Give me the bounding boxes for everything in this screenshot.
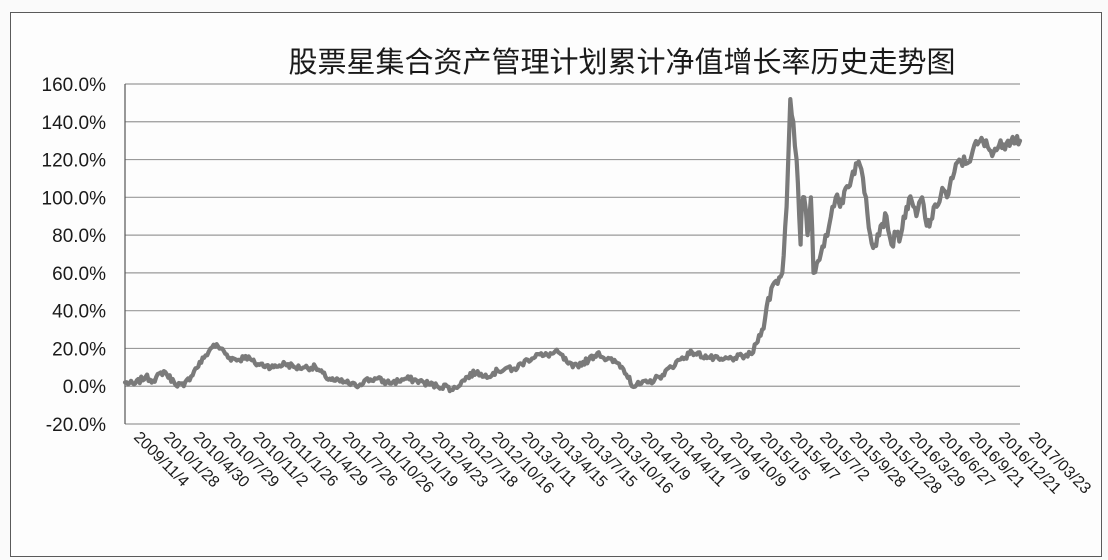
y-tick-label: 20.0%: [52, 339, 106, 360]
y-tick-label: 140.0%: [42, 113, 107, 134]
y-tick-layer: -20.0% 0.0% 20.0% 40.0% 60.0% 80.0% 100.0% 120.…: [42, 75, 107, 436]
chart-title: 股票星集合资产管理计划累计净值增长率历史走势图: [288, 45, 955, 79]
y-tick-label: 120.0%: [42, 151, 107, 172]
y-tick-label: 160.0%: [42, 75, 107, 96]
x-tick-layer: 2009/11/42010/1/282010/4/302010/7/292010…: [130, 429, 1094, 498]
grid-layer: [124, 83, 1020, 425]
y-tick-label: 100.0%: [42, 188, 107, 209]
series-line: [122, 97, 1023, 394]
y-tick-label: 60.0%: [52, 264, 106, 285]
y-tick-label: -20.0%: [46, 415, 106, 436]
y-tick-label: 80.0%: [52, 226, 106, 247]
y-tick-label: 40.0%: [52, 302, 106, 323]
chart-frame: [10, 12, 1102, 557]
y-tick-label: 0.0%: [63, 377, 106, 398]
series-layer: [122, 97, 1023, 394]
